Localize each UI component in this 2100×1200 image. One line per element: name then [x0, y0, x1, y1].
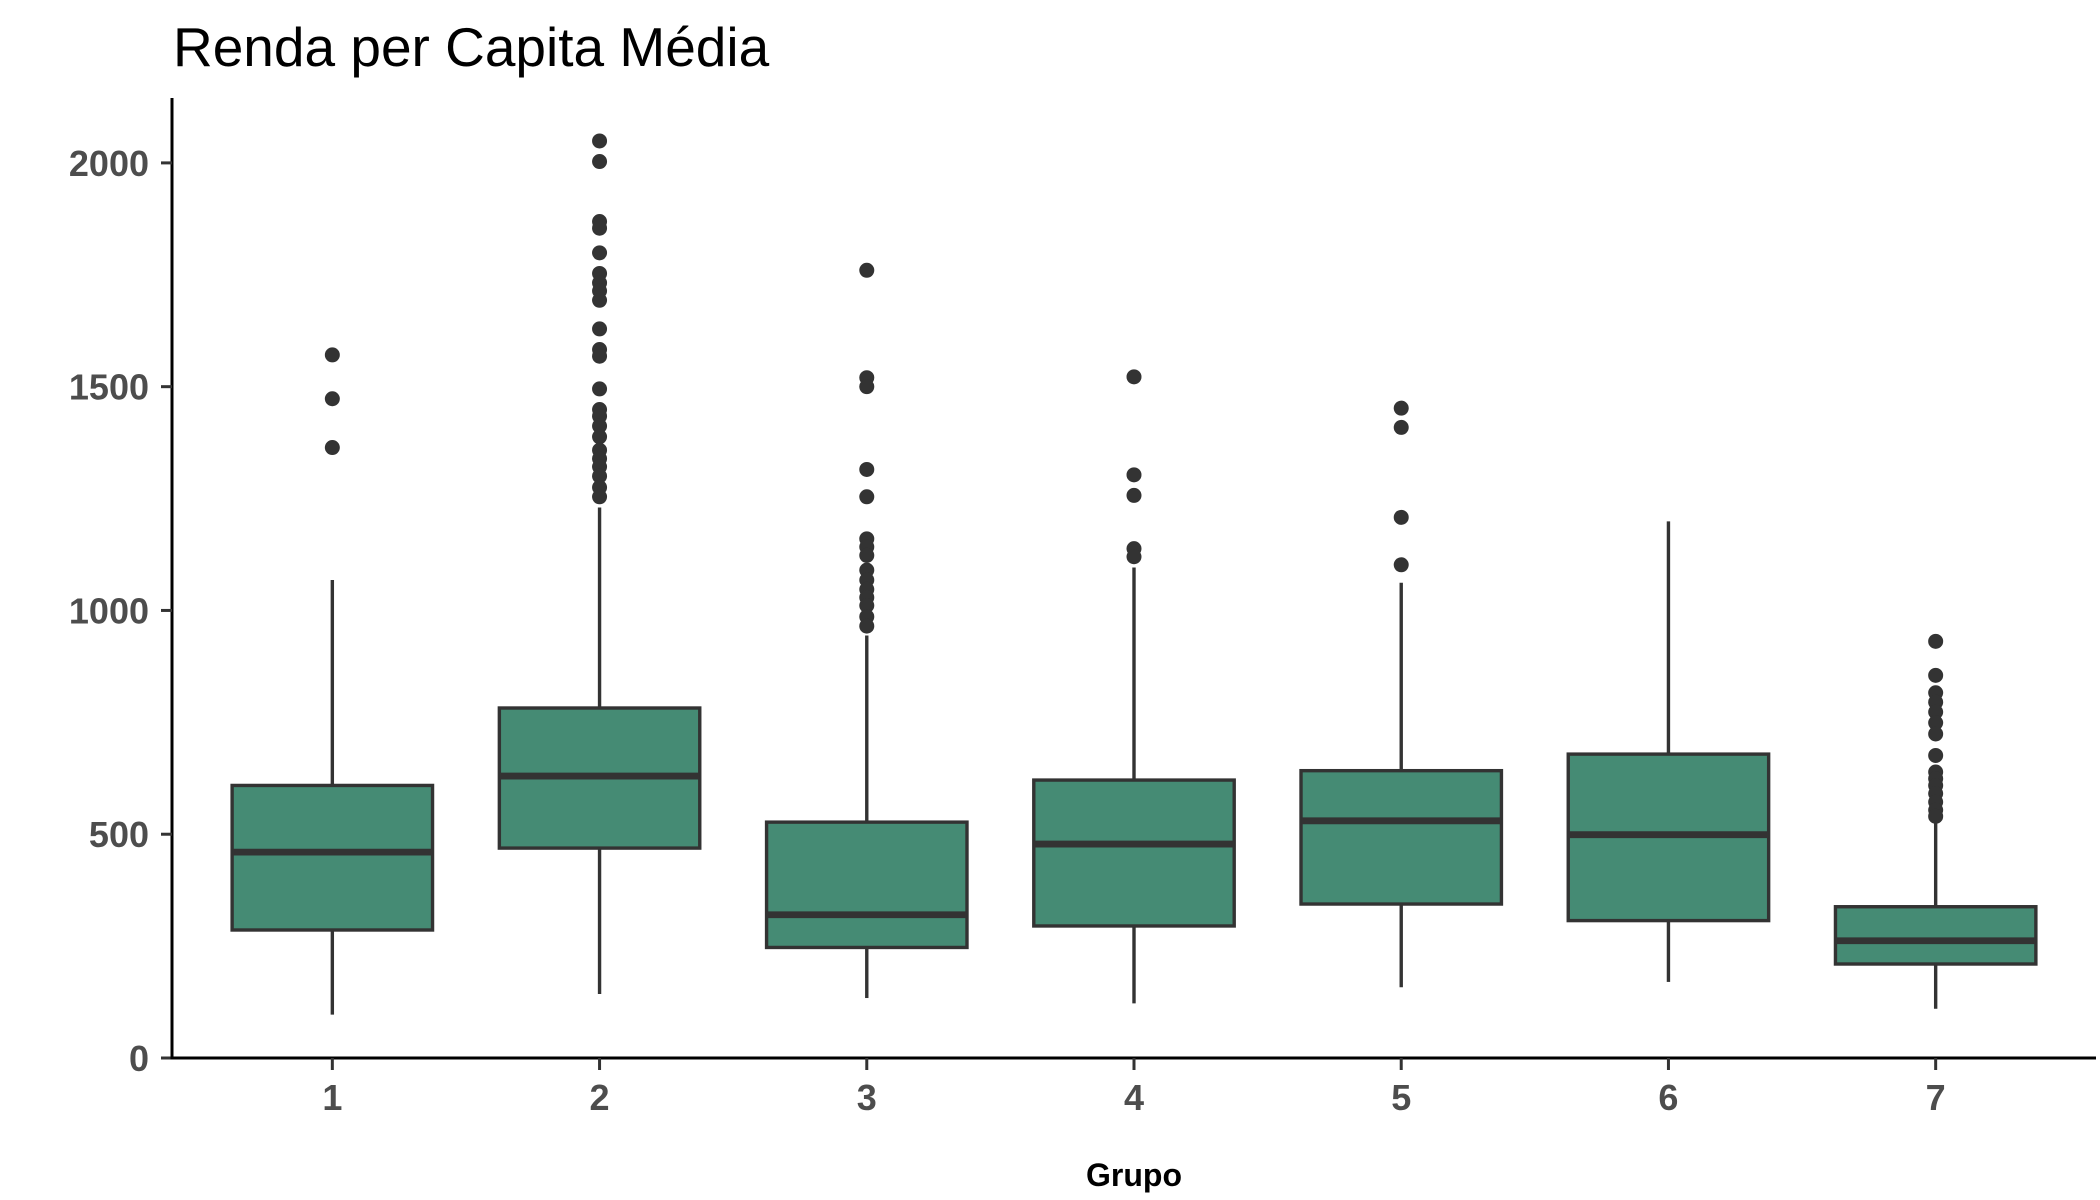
outlier-point — [1928, 704, 1944, 720]
outlier-point — [1393, 557, 1409, 573]
box-group-6 — [1566, 521, 1771, 982]
outlier-point — [592, 220, 608, 236]
outlier-point — [324, 391, 340, 407]
box-iqr — [764, 820, 969, 950]
outlier-point — [859, 598, 875, 614]
box-iqr — [1299, 768, 1504, 906]
outlier-point — [1928, 633, 1944, 649]
box-group-5 — [1299, 400, 1504, 988]
x-tick-label: 3 — [857, 1077, 877, 1118]
outlier-point — [1393, 509, 1409, 525]
outlier-point — [592, 468, 608, 484]
outlier-point — [592, 245, 608, 261]
outlier-point — [592, 429, 608, 445]
outlier-point — [1928, 808, 1944, 824]
box-iqr — [1032, 778, 1236, 928]
outlier-point — [1393, 400, 1409, 416]
boxes-layer — [230, 133, 2038, 1015]
outlier-point — [1393, 419, 1409, 435]
box-iqr — [1833, 905, 2038, 966]
y-tick-label: 0 — [129, 1038, 149, 1079]
y-axis: 0 500 1000 1500 2000 — [69, 98, 174, 1079]
outlier-point — [592, 418, 608, 434]
outlier-point — [1126, 549, 1142, 565]
x-tick-label: 5 — [1391, 1077, 1411, 1118]
box-group-3 — [764, 262, 969, 999]
outlier-point — [859, 547, 875, 563]
y-tick-label: 2000 — [69, 143, 149, 184]
chart-title: Renda per Capita Média — [173, 16, 770, 78]
outlier-point — [1928, 726, 1944, 742]
x-axis-title: Grupo — [1086, 1157, 1182, 1193]
outlier-point — [859, 489, 875, 505]
outlier-point — [859, 262, 875, 278]
x-tick-label: 6 — [1658, 1077, 1678, 1118]
outlier-point — [324, 440, 340, 456]
outlier-point — [324, 347, 340, 363]
outlier-point — [592, 489, 608, 505]
box-iqr — [230, 783, 435, 932]
outlier-point — [1928, 667, 1944, 683]
box-group-2 — [497, 133, 702, 994]
x-tick-label: 2 — [590, 1077, 610, 1118]
x-axis: 1 2 3 4 5 6 7 — [170, 1056, 2096, 1118]
outlier-point — [1126, 369, 1142, 385]
x-tick-label: 1 — [322, 1077, 342, 1118]
outlier-point — [1126, 487, 1142, 503]
x-tick-label: 7 — [1926, 1077, 1946, 1118]
box-group-7 — [1833, 633, 2038, 1009]
y-tick-label: 1000 — [69, 590, 149, 631]
outlier-point — [1126, 467, 1142, 483]
outlier-point — [592, 321, 608, 337]
outlier-point — [592, 348, 608, 364]
outlier-point — [859, 461, 875, 477]
x-tick-label: 4 — [1124, 1077, 1144, 1118]
outlier-point — [1928, 715, 1944, 731]
outlier-point — [592, 133, 608, 149]
y-tick-label: 500 — [89, 814, 149, 855]
outlier-point — [592, 381, 608, 397]
y-tick-label: 1500 — [69, 367, 149, 408]
outlier-point — [859, 379, 875, 395]
box-group-4 — [1032, 369, 1236, 1004]
outlier-point — [1928, 747, 1944, 763]
outlier-point — [592, 154, 608, 170]
outlier-point — [859, 618, 875, 634]
box-group-1 — [230, 347, 435, 1015]
outlier-point — [592, 292, 608, 308]
